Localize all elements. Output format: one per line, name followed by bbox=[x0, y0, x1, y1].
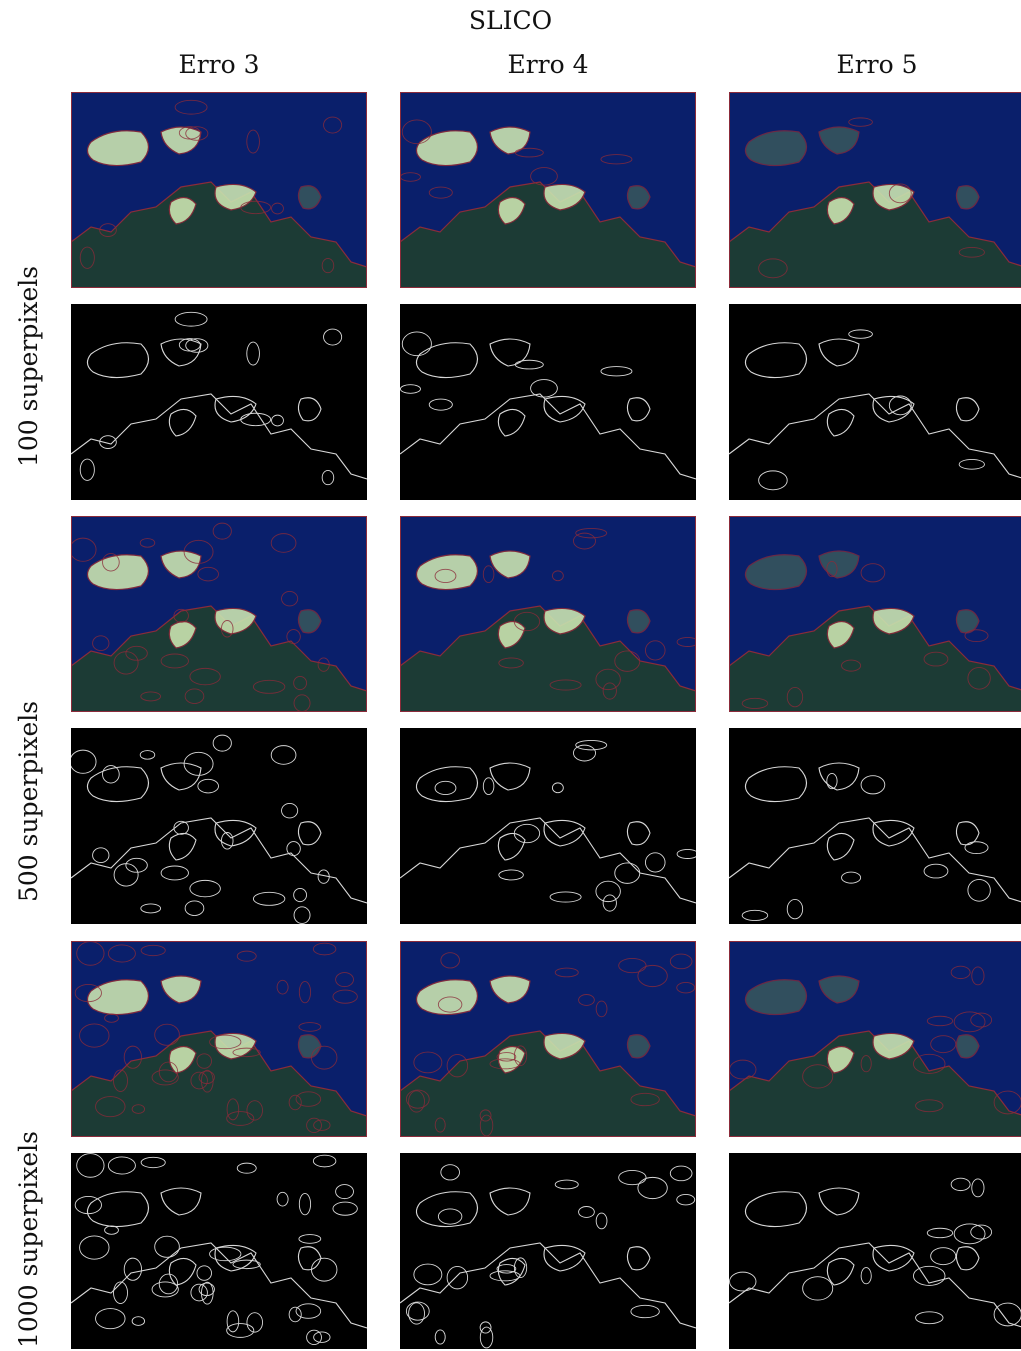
boundary-image bbox=[400, 728, 696, 924]
overlay-image bbox=[71, 516, 367, 712]
overlay-image bbox=[400, 941, 696, 1137]
overlay-panel bbox=[400, 516, 696, 712]
column-label-erro-3: Erro 3 bbox=[71, 50, 367, 79]
boundary-panel bbox=[71, 304, 367, 500]
boundary-panel bbox=[729, 304, 1021, 500]
overlay-image bbox=[729, 92, 1021, 288]
overlay-panel bbox=[729, 516, 1021, 712]
overlay-image bbox=[729, 516, 1021, 712]
boundary-panel bbox=[400, 1153, 696, 1349]
boundary-panel bbox=[400, 728, 696, 924]
overlay-image bbox=[400, 516, 696, 712]
overlay-panel bbox=[400, 941, 696, 1137]
boundary-image bbox=[729, 1153, 1021, 1349]
overlay-image bbox=[729, 941, 1021, 1137]
overlay-panel bbox=[729, 92, 1021, 288]
overlay-panel bbox=[71, 516, 367, 712]
row-label-500: 500 superpixels bbox=[14, 701, 43, 902]
overlay-panel bbox=[71, 941, 367, 1137]
boundary-image bbox=[71, 728, 367, 924]
overlay-image bbox=[71, 92, 367, 288]
boundary-background bbox=[729, 728, 1021, 924]
boundary-panel bbox=[71, 1153, 367, 1349]
overlay-panel bbox=[729, 941, 1021, 1137]
overlay-panel bbox=[71, 92, 367, 288]
boundary-image bbox=[400, 304, 696, 500]
boundary-panel bbox=[71, 728, 367, 924]
column-label-erro-5: Erro 5 bbox=[729, 50, 1021, 79]
boundary-image bbox=[729, 304, 1021, 500]
boundary-background bbox=[729, 1153, 1021, 1349]
column-label-erro-4: Erro 4 bbox=[400, 50, 696, 79]
figure-title: SLICO bbox=[0, 6, 1021, 35]
boundary-image bbox=[71, 1153, 367, 1349]
boundary-image bbox=[71, 304, 367, 500]
boundary-image bbox=[729, 728, 1021, 924]
overlay-image bbox=[71, 941, 367, 1137]
boundary-panel bbox=[729, 728, 1021, 924]
boundary-panel bbox=[400, 304, 696, 500]
boundary-panel bbox=[729, 1153, 1021, 1349]
row-label-100: 100 superpixels bbox=[14, 266, 43, 467]
row-label-1000: 1000 superpixels bbox=[14, 1131, 43, 1348]
overlay-panel bbox=[400, 92, 696, 288]
boundary-image bbox=[400, 1153, 696, 1349]
overlay-image bbox=[400, 92, 696, 288]
